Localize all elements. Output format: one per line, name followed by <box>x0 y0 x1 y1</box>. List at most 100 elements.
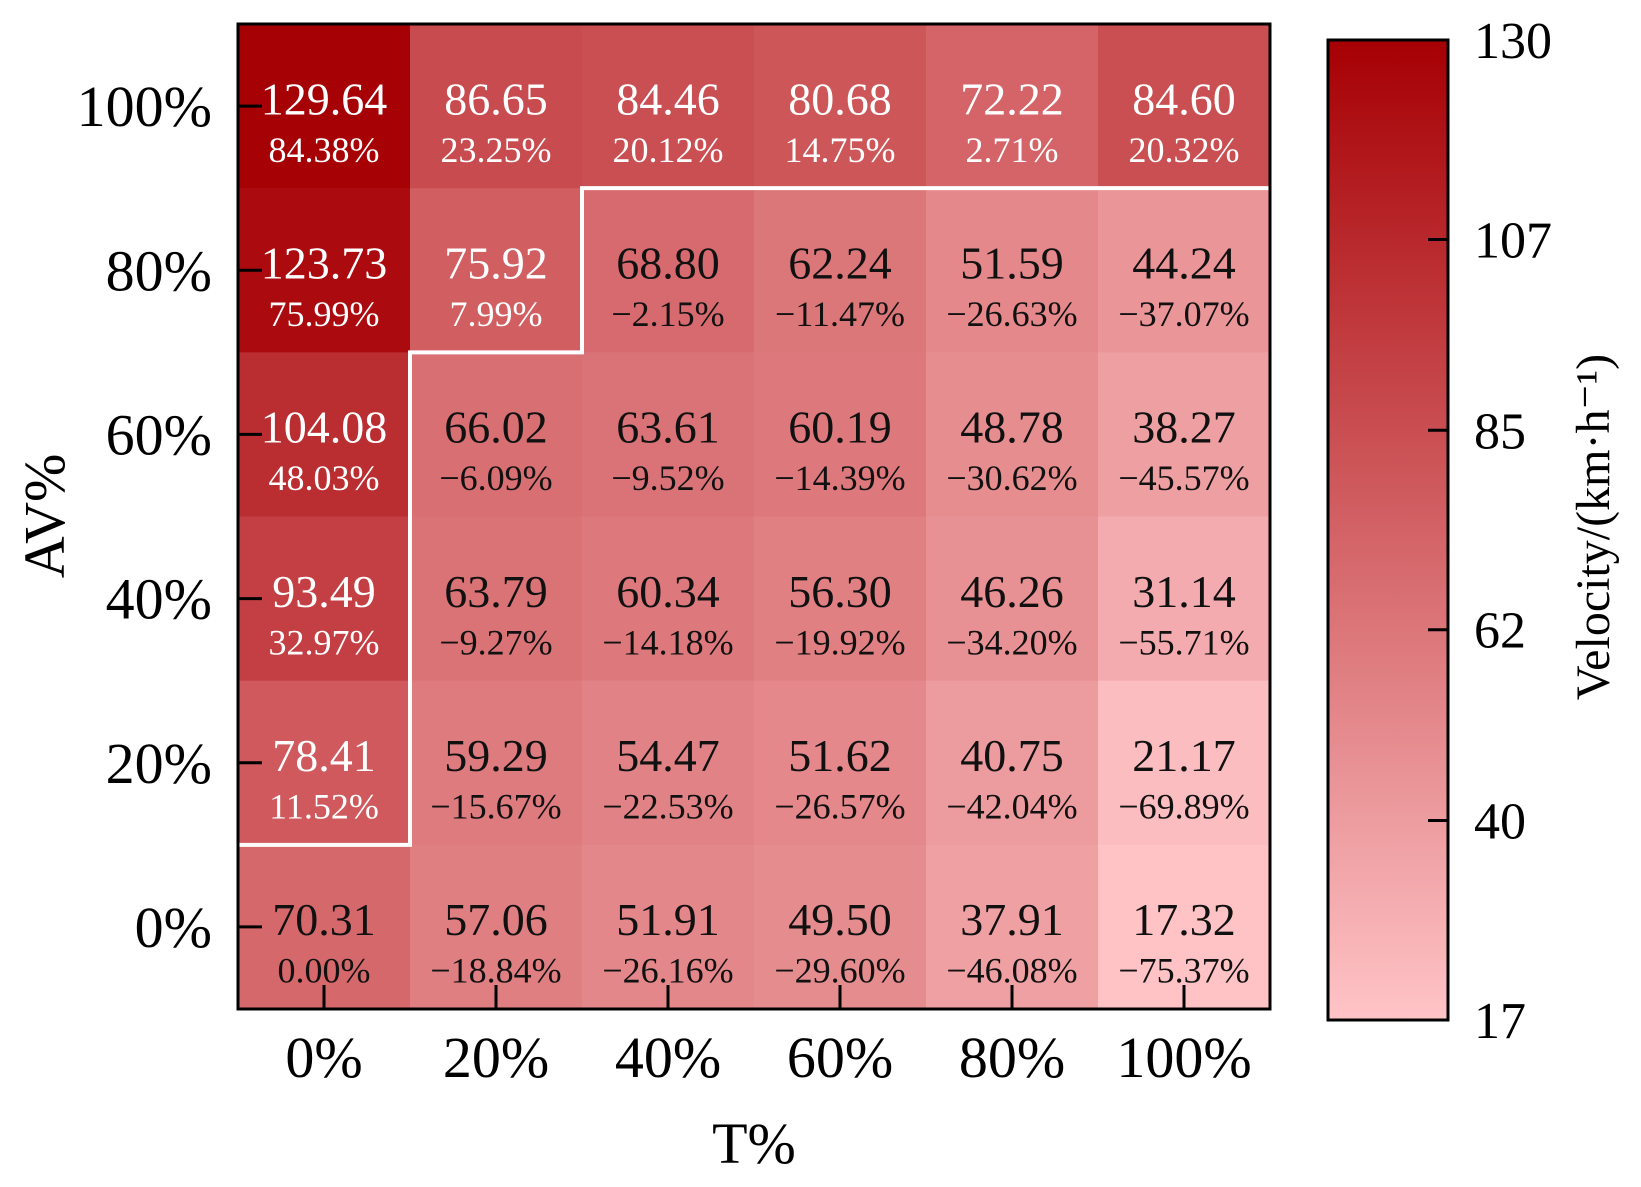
cell-percent-label: 20.12% <box>613 130 724 170</box>
colorbar-tick-label: 62 <box>1474 603 1526 660</box>
x-tick-label: 0% <box>285 1025 362 1090</box>
heatmap-cell <box>238 188 411 353</box>
cell-labels: 129.64 84.38% 86.65 23.25% 84.46 20.12% 80.68 1… <box>261 73 1250 990</box>
cell-percent-label: −14.39% <box>774 458 905 498</box>
cell-value-label: 66.02 <box>444 402 548 453</box>
cell-value-label: 63.61 <box>616 402 720 453</box>
cell-value-label: 40.75 <box>960 730 1064 781</box>
cell-value-label: 17.32 <box>1132 894 1236 945</box>
cell-percent-label: −18.84% <box>430 951 561 991</box>
cell-percent-label: −69.89% <box>1118 787 1249 827</box>
heatmap-cell <box>754 24 927 189</box>
cell-percent-label: −37.07% <box>1118 294 1249 334</box>
x-tick-label: 80% <box>959 1025 1065 1090</box>
heatmap-cell <box>754 352 927 518</box>
cell-value-label: 86.65 <box>444 73 548 124</box>
cell-value-label: 51.59 <box>960 237 1064 288</box>
heatmap-cell <box>238 844 411 1010</box>
cell-percent-label: −26.63% <box>946 294 1077 334</box>
cell-value-label: 84.46 <box>616 73 720 124</box>
heatmap-cell <box>926 352 1099 518</box>
cell-value-label: 123.73 <box>261 237 388 288</box>
cell-percent-label: 0.00% <box>278 951 371 991</box>
colorbar-tick-label: 130 <box>1474 13 1552 70</box>
heatmap-cell <box>410 516 583 682</box>
cell-percent-label: −26.57% <box>774 787 905 827</box>
heatmap-cell <box>1098 844 1271 1010</box>
y-tick-label: 100% <box>77 74 212 139</box>
cell-value-label: 57.06 <box>444 894 548 945</box>
heatmap-cell <box>582 352 755 518</box>
heatmap-cell <box>926 24 1099 189</box>
cell-value-label: 54.47 <box>616 730 720 781</box>
cell-value-label: 63.79 <box>444 566 548 617</box>
heatmap-cell <box>1098 24 1271 189</box>
cell-percent-label: −46.08% <box>946 951 1077 991</box>
cell-percent-label: 75.99% <box>269 294 380 334</box>
cell-value-label: 72.22 <box>960 73 1064 124</box>
cell-value-label: 60.34 <box>616 566 720 617</box>
heatmap-cell <box>582 188 755 353</box>
cell-value-label: 59.29 <box>444 730 548 781</box>
heatmap-cell <box>926 188 1099 353</box>
cell-percent-label: −75.37% <box>1118 951 1249 991</box>
above-baseline-boundary <box>238 186 1270 847</box>
heatmap-cell <box>410 24 583 189</box>
cell-value-label: 49.50 <box>788 894 892 945</box>
cell-percent-label: −30.62% <box>946 458 1077 498</box>
cell-percent-label: −15.67% <box>430 787 561 827</box>
colorbar-tick-label: 40 <box>1474 794 1526 851</box>
cell-percent-label: 14.75% <box>785 130 896 170</box>
cell-value-label: 48.78 <box>960 402 1064 453</box>
cell-percent-label: 32.97% <box>269 622 380 662</box>
x-axis-label: T% <box>712 1111 796 1176</box>
x-tick-label: 40% <box>615 1025 721 1090</box>
heatmap-cell <box>582 516 755 682</box>
heatmap-cells <box>238 24 1271 1010</box>
cell-value-label: 78.41 <box>272 730 376 781</box>
colorbar-tick-label: 17 <box>1474 993 1526 1050</box>
heatmap-cell <box>754 188 927 353</box>
heatmap-cell <box>926 844 1099 1010</box>
cell-value-label: 38.27 <box>1132 402 1236 453</box>
cell-value-label: 56.30 <box>788 566 892 617</box>
y-tick-label: 80% <box>106 238 212 303</box>
heatmap-cell <box>754 516 927 682</box>
heatmap-cell <box>754 844 927 1010</box>
cell-percent-label: 20.32% <box>1129 130 1240 170</box>
colorbar-label: Velocity/(km·h⁻¹) <box>1567 354 1620 700</box>
heatmap-cell <box>754 680 927 846</box>
cell-value-label: 80.68 <box>788 73 892 124</box>
heatmap-cell <box>410 352 583 518</box>
cell-percent-label: 2.71% <box>966 130 1059 170</box>
cell-value-label: 70.31 <box>272 894 376 945</box>
plot-frame <box>236 22 1272 1011</box>
x-axis: 0% 20% 40% 60% 80% 100% <box>285 985 1252 1090</box>
y-tick-label: 60% <box>106 402 212 467</box>
cell-percent-label: −6.09% <box>439 458 552 498</box>
colorbar-tick-label: 107 <box>1474 212 1552 269</box>
y-tick-label: 0% <box>135 895 212 960</box>
heatmap-cell <box>582 844 755 1010</box>
x-tick-label: 100% <box>1116 1025 1251 1090</box>
cell-percent-label: −42.04% <box>946 787 1077 827</box>
cell-percent-label: −45.57% <box>1118 458 1249 498</box>
cell-value-label: 93.49 <box>272 566 376 617</box>
heatmap-cell <box>410 680 583 846</box>
x-tick-label: 20% <box>443 1025 549 1090</box>
cell-value-label: 51.91 <box>616 894 720 945</box>
cell-percent-label: −9.52% <box>611 458 724 498</box>
y-tick-label: 40% <box>106 567 212 632</box>
cell-value-label: 84.60 <box>1132 73 1236 124</box>
heatmap-cell <box>1098 352 1271 518</box>
cell-value-label: 51.62 <box>788 730 892 781</box>
cell-value-label: 31.14 <box>1132 566 1236 617</box>
cell-value-label: 129.64 <box>261 73 388 124</box>
cell-percent-label: −19.92% <box>774 622 905 662</box>
cell-value-label: 68.80 <box>616 237 720 288</box>
y-tick-label: 20% <box>106 731 212 796</box>
heatmap-cell <box>582 680 755 846</box>
cell-percent-label: −26.16% <box>602 951 733 991</box>
y-axis-label: AV% <box>12 454 77 579</box>
